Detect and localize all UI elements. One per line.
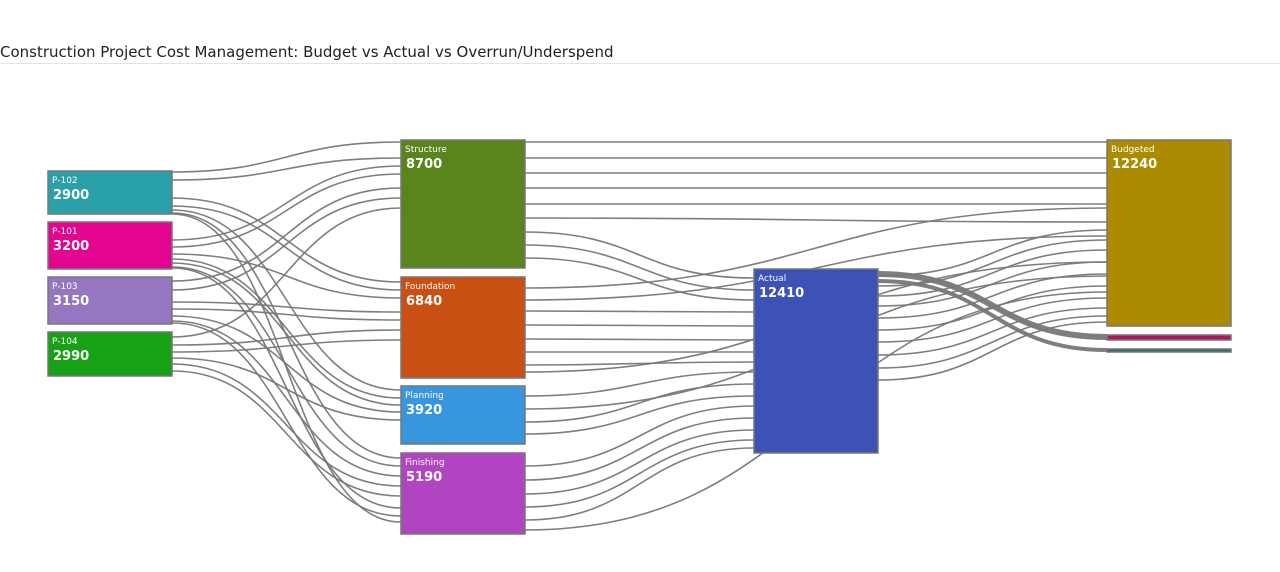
node-structure-name: Structure (405, 145, 447, 155)
node-planning[interactable]: Planning 3920 (400, 385, 526, 445)
node-p103[interactable]: P-103 3150 (47, 276, 173, 325)
node-p104-value: 2990 (53, 349, 89, 364)
node-layer: P-102 2900 P-101 3200 P-103 3150 P-104 2990 Stru… (47, 139, 1232, 535)
link-foundation-to-actual (524, 361, 755, 366)
node-finishing-bar (400, 452, 526, 535)
link-p102-to-finishing (171, 212, 402, 459)
link-p103-to-foundation (171, 308, 402, 321)
link-p104-to-finishing (171, 363, 402, 487)
link-actual-to-budgeted (877, 315, 1108, 369)
link-p103-to-planning (171, 315, 402, 413)
link-actual-to-underspend (877, 279, 1108, 352)
node-planning-bar (400, 385, 526, 445)
node-p101-name: P-101 (52, 227, 78, 237)
node-p102-value: 2900 (53, 188, 89, 203)
link-p103-to-structure (171, 187, 402, 282)
chart-title: Construction Project Cost Management: Bu… (0, 43, 614, 61)
node-foundation[interactable]: Foundation 6840 (400, 276, 526, 379)
link-layer (171, 141, 1108, 531)
link-p104-to-structure (171, 207, 402, 338)
node-p102-name: P-102 (52, 176, 78, 186)
node-p103-value: 3150 (53, 294, 89, 309)
link-p102-to-foundation (171, 205, 402, 291)
node-foundation-bar (400, 276, 526, 379)
link-p101-to-finishing (171, 267, 402, 509)
link-p102-to-foundation (171, 197, 402, 283)
node-overrun[interactable] (1106, 334, 1232, 341)
link-p104-to-foundation (171, 339, 402, 353)
node-actual-value: 12410 (759, 286, 804, 301)
node-p103-bar (47, 276, 173, 325)
link-finishing-to-actual (524, 447, 755, 521)
node-actual[interactable]: Actual 12410 (753, 268, 879, 454)
link-p101-to-structure (171, 173, 402, 248)
link-planning-to-actual (524, 395, 755, 435)
link-foundation-to-actual (524, 324, 755, 327)
link-finishing-to-actual (524, 417, 755, 481)
node-finishing-name: Finishing (405, 458, 445, 468)
link-foundation-to-budgeted (524, 207, 1108, 289)
node-p101-bar (47, 221, 173, 270)
node-budgeted[interactable]: Budgeted 12240 (1106, 139, 1232, 327)
link-p104-to-foundation (171, 329, 402, 346)
link-finishing-to-actual (524, 439, 755, 508)
node-structure-bar (400, 139, 526, 269)
node-budgeted-bar (1106, 139, 1232, 327)
link-p101-to-foundation (171, 253, 402, 299)
node-p101-value: 3200 (53, 239, 89, 254)
link-p102-to-planning (171, 209, 402, 391)
node-p104-name: P-104 (52, 337, 78, 347)
link-foundation-to-budgeted (524, 235, 1108, 301)
link-p102-to-structure (171, 157, 402, 181)
node-budgeted-name: Budgeted (1111, 145, 1155, 155)
node-structure[interactable]: Structure 8700 (400, 139, 526, 269)
title-divider (0, 63, 1280, 64)
link-actual-to-budgeted (877, 249, 1108, 297)
node-p102-bar (47, 170, 173, 215)
link-structure-to-budgeted (524, 217, 1108, 223)
link-p103-to-foundation (171, 301, 402, 313)
link-planning-to-actual (524, 383, 755, 423)
link-p104-to-finishing (171, 370, 402, 497)
link-structure-to-actual (524, 231, 755, 279)
node-underspend[interactable] (1106, 348, 1232, 353)
node-finishing-value: 5190 (406, 470, 442, 485)
link-actual-to-budgeted (877, 273, 1108, 319)
link-finishing-to-actual (524, 405, 755, 467)
node-p104-bar (47, 331, 173, 377)
link-planning-to-actual (524, 371, 755, 397)
node-actual-bar (753, 268, 879, 454)
link-actual-to-budgeted (877, 307, 1108, 356)
link-p102-to-structure (171, 141, 402, 173)
link-p101-to-structure (171, 165, 402, 241)
link-actual-to-budgeted (877, 261, 1108, 307)
node-p102[interactable]: P-102 2900 (47, 170, 173, 215)
link-finishing-to-actual (524, 429, 755, 495)
node-p103-name: P-103 (52, 282, 78, 292)
node-underspend-bar (1106, 348, 1232, 353)
node-p104[interactable]: P-104 2990 (47, 331, 173, 377)
link-actual-to-budgeted (877, 321, 1108, 381)
link-p103-to-finishing (171, 320, 402, 477)
link-structure-to-actual (524, 257, 755, 301)
link-actual-to-budgeted (877, 297, 1108, 343)
node-budgeted-value: 12240 (1112, 157, 1157, 172)
link-p103-to-structure (171, 197, 402, 291)
node-planning-value: 3920 (406, 403, 442, 418)
link-p101-to-planning (171, 262, 402, 406)
node-finishing[interactable]: Finishing 5190 (400, 452, 526, 535)
node-planning-name: Planning (405, 391, 444, 401)
link-p101-to-planning (171, 258, 402, 399)
node-foundation-name: Foundation (405, 282, 455, 292)
node-overrun-bar (1106, 334, 1232, 341)
node-p101[interactable]: P-101 3200 (47, 221, 173, 270)
link-foundation-to-actual (524, 338, 755, 341)
node-structure-value: 8700 (406, 157, 442, 172)
link-p102-to-finishing (171, 213, 402, 523)
node-foundation-value: 6840 (406, 294, 442, 309)
link-actual-to-overrun (877, 271, 1108, 340)
node-actual-name: Actual (758, 274, 786, 284)
link-foundation-to-actual (524, 310, 755, 313)
